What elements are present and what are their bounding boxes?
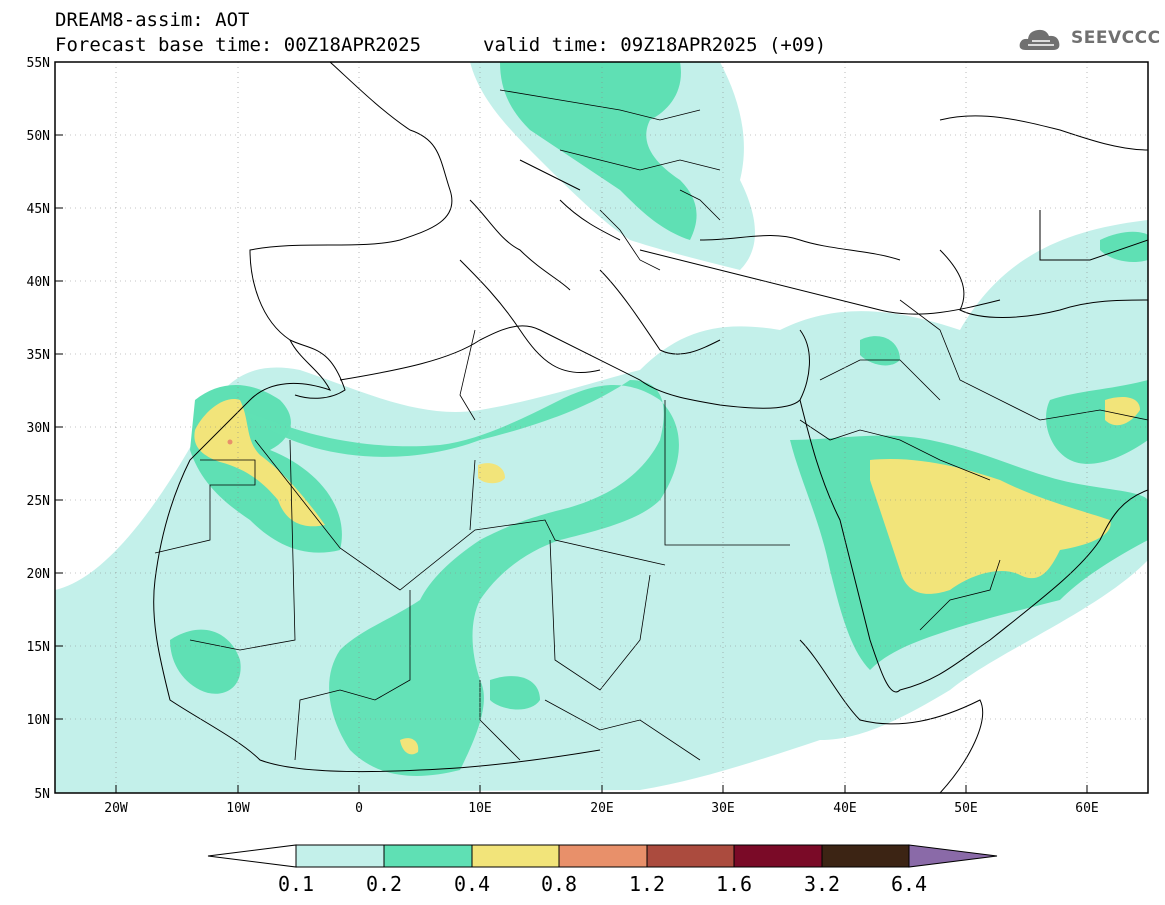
valid-time: valid time: 09Z18APR2025 (+09) bbox=[483, 34, 827, 56]
colorbar-segment bbox=[471, 844, 560, 868]
lat-label: 50N bbox=[27, 129, 50, 144]
lat-label: 20N bbox=[27, 567, 50, 582]
colorbar-label: 0.8 bbox=[540, 872, 578, 896]
lon-label: 50E bbox=[954, 801, 977, 816]
colorbar-label: 1.2 bbox=[628, 872, 666, 896]
lon-label: 20E bbox=[590, 801, 613, 816]
colorbar-segment bbox=[558, 844, 648, 868]
colorbar-segment bbox=[383, 844, 473, 868]
cloud-icon bbox=[1019, 29, 1060, 50]
lon-label: 40E bbox=[833, 801, 856, 816]
coastlines bbox=[153, 62, 1148, 793]
colorbar-label: 1.6 bbox=[715, 872, 753, 896]
aot-level-0.4 bbox=[194, 397, 1140, 755]
lat-labels: 55N 50N 45N 40N 35N 30N 25N 20N 15N 10N … bbox=[27, 56, 50, 802]
colorbar-segment bbox=[821, 844, 910, 868]
forecast-base-time: Forecast base time: 00Z18APR2025 bbox=[55, 34, 422, 56]
gridlines bbox=[55, 62, 1148, 793]
colorbar-segment bbox=[295, 844, 385, 868]
map-title: DREAM8-assim: AOT bbox=[55, 9, 250, 31]
lat-label: 45N bbox=[27, 202, 50, 217]
aot-field bbox=[55, 62, 1148, 793]
colorbar-segment bbox=[646, 844, 735, 868]
colorbar-label: 6.4 bbox=[890, 872, 928, 896]
lon-label: 0 bbox=[355, 801, 363, 816]
lon-label: 10E bbox=[468, 801, 491, 816]
lon-label: 10W bbox=[226, 801, 250, 816]
colorbar-label: 0.1 bbox=[277, 872, 315, 896]
lat-label: 30N bbox=[27, 421, 50, 436]
lat-label: 5N bbox=[34, 787, 50, 802]
lon-label: 60E bbox=[1075, 801, 1098, 816]
lon-labels: 20W 10W 0 10E 20E 30E 40E 50E 60E bbox=[104, 801, 1098, 816]
colorbar-overflow bbox=[908, 844, 998, 868]
colorbar bbox=[207, 844, 998, 868]
borders bbox=[154, 89, 1148, 761]
lat-label: 15N bbox=[27, 640, 50, 655]
colorbar-label: 0.2 bbox=[365, 872, 403, 896]
lat-label: 10N bbox=[27, 713, 50, 728]
lon-label: 20W bbox=[104, 801, 128, 816]
lat-label: 55N bbox=[27, 56, 50, 71]
colorbar-label: 0.4 bbox=[453, 872, 491, 896]
lat-label: 40N bbox=[27, 275, 50, 290]
lon-label: 30E bbox=[711, 801, 734, 816]
colorbar-segment bbox=[733, 844, 823, 868]
lat-label: 25N bbox=[27, 494, 50, 509]
colorbar-label: 3.2 bbox=[803, 872, 841, 896]
aot-level-0.8 bbox=[227, 439, 233, 445]
logo-text: SEEVCCC bbox=[1071, 28, 1161, 48]
colorbar-underflow bbox=[207, 844, 297, 868]
axis-ticks bbox=[55, 61, 1088, 793]
lat-label: 35N bbox=[27, 348, 50, 363]
